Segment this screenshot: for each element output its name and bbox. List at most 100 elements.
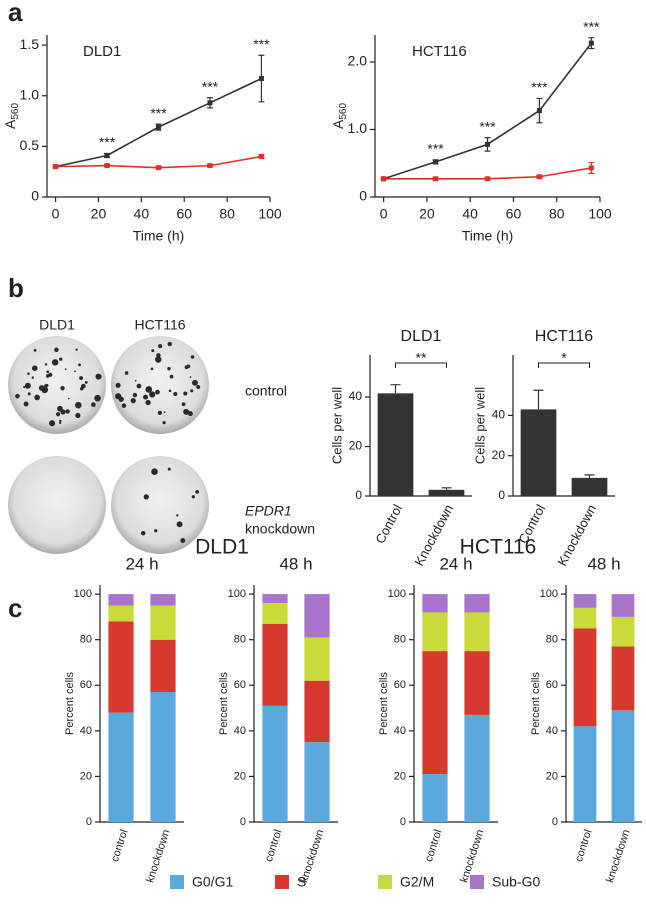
- plate: [111, 456, 209, 554]
- y-tick-label: 20: [234, 770, 246, 782]
- chart-title: DLD1: [401, 328, 442, 345]
- bar-segment: [304, 637, 330, 681]
- colony: [140, 530, 146, 536]
- colony: [124, 371, 129, 375]
- colony: [23, 401, 29, 407]
- y-axis-label-main: A: [2, 119, 18, 129]
- y-tick-label: 60: [394, 679, 406, 691]
- marker: [104, 152, 110, 158]
- marker: [485, 176, 490, 182]
- group-title: DLD1: [195, 536, 249, 559]
- bar-segment: [150, 692, 176, 822]
- y-tick-label: 60: [546, 679, 558, 691]
- y-tick-label: 80: [234, 634, 246, 646]
- chart-title: DLD1: [83, 43, 121, 60]
- panel-label: b: [8, 273, 24, 303]
- y-axis-label: A560: [2, 103, 21, 129]
- colony: [57, 405, 63, 412]
- y-tick-label: 60: [80, 679, 92, 691]
- y-tick-label: 20: [80, 770, 92, 782]
- colony: [23, 385, 26, 389]
- bar-segment: [573, 607, 597, 629]
- colony: [183, 408, 190, 415]
- colony: [176, 514, 179, 517]
- y-tick-label: 40: [80, 725, 92, 737]
- x-tick-label: control: [109, 828, 131, 863]
- y-tick-label: 0: [355, 488, 362, 502]
- y-tick-label: 1.0: [348, 120, 368, 136]
- colony: [75, 348, 78, 351]
- bar-segment: [262, 594, 288, 604]
- colony: [51, 359, 59, 366]
- line: [383, 42, 592, 180]
- y-tick-label: 0: [240, 816, 246, 828]
- y-tick-label: 80: [546, 634, 558, 646]
- marker: [588, 165, 594, 171]
- colony: [173, 391, 178, 397]
- y-tick-label: 20: [546, 770, 558, 782]
- bar: [520, 409, 557, 496]
- bar-segment: [262, 603, 288, 624]
- chart-title: 48 h: [587, 554, 620, 573]
- x-tick-label: control: [263, 828, 285, 863]
- colony: [190, 355, 195, 359]
- plate: [8, 336, 106, 434]
- y-axis-label: Percent cells: [530, 672, 542, 735]
- colony: [74, 401, 82, 409]
- x-tick-label: 0: [52, 206, 60, 222]
- bar-segment: [464, 594, 490, 613]
- marker: [258, 154, 264, 159]
- colony: [54, 347, 59, 353]
- plate: [8, 456, 106, 554]
- colony: [130, 398, 136, 404]
- colony: [84, 380, 88, 384]
- y-tick-label: 0: [31, 188, 39, 204]
- bar-segment: [573, 594, 597, 608]
- colony: [163, 411, 166, 413]
- x-axis-label: Time (h): [462, 228, 514, 244]
- bracket: [395, 362, 447, 368]
- y-tick-label: 0: [552, 816, 558, 828]
- x-tick-label: control: [573, 828, 595, 863]
- x-tick-label: Control: [515, 502, 548, 546]
- y-axis-label: A560: [330, 103, 349, 129]
- colony: [92, 403, 96, 407]
- bar-segment: [108, 605, 134, 622]
- marker: [156, 165, 161, 171]
- colony: [118, 396, 124, 402]
- y-tick-label: 100: [74, 588, 92, 600]
- colony: [169, 374, 174, 379]
- colony: [65, 409, 70, 414]
- bar: [571, 477, 608, 496]
- marker: [536, 108, 542, 114]
- x-tick-label: 80: [549, 206, 565, 222]
- legend-swatch: [170, 875, 184, 889]
- marker: [104, 163, 110, 169]
- marker: [536, 174, 542, 180]
- y-tick-label: 80: [394, 634, 406, 646]
- y-tick-label: 40: [546, 725, 558, 737]
- line: [55, 77, 262, 168]
- x-tick-label: knockdown: [144, 828, 172, 884]
- significance: ***: [202, 78, 219, 94]
- bar-segment: [304, 680, 330, 743]
- x-tick-label: 40: [134, 206, 150, 222]
- colony: [189, 376, 192, 378]
- bar-segment: [573, 726, 597, 822]
- y-tick-label: 40: [394, 725, 406, 737]
- column-label: HCT116: [134, 317, 185, 333]
- y-tick-label: 60: [234, 679, 246, 691]
- x-axis-label: Time (h): [133, 228, 185, 244]
- bar-segment: [422, 774, 448, 822]
- colony: [156, 353, 161, 358]
- significance: ***: [253, 36, 270, 52]
- y-axis-label: Cells per well: [329, 387, 344, 464]
- colony: [74, 370, 76, 373]
- colony: [151, 349, 155, 353]
- y-tick-label: 0: [498, 488, 505, 502]
- error-bar: [441, 487, 452, 490]
- legend-swatch: [275, 875, 289, 889]
- x-tick-label: 100: [588, 206, 612, 222]
- colony: [75, 412, 81, 419]
- legend-label: G2/M: [400, 874, 434, 890]
